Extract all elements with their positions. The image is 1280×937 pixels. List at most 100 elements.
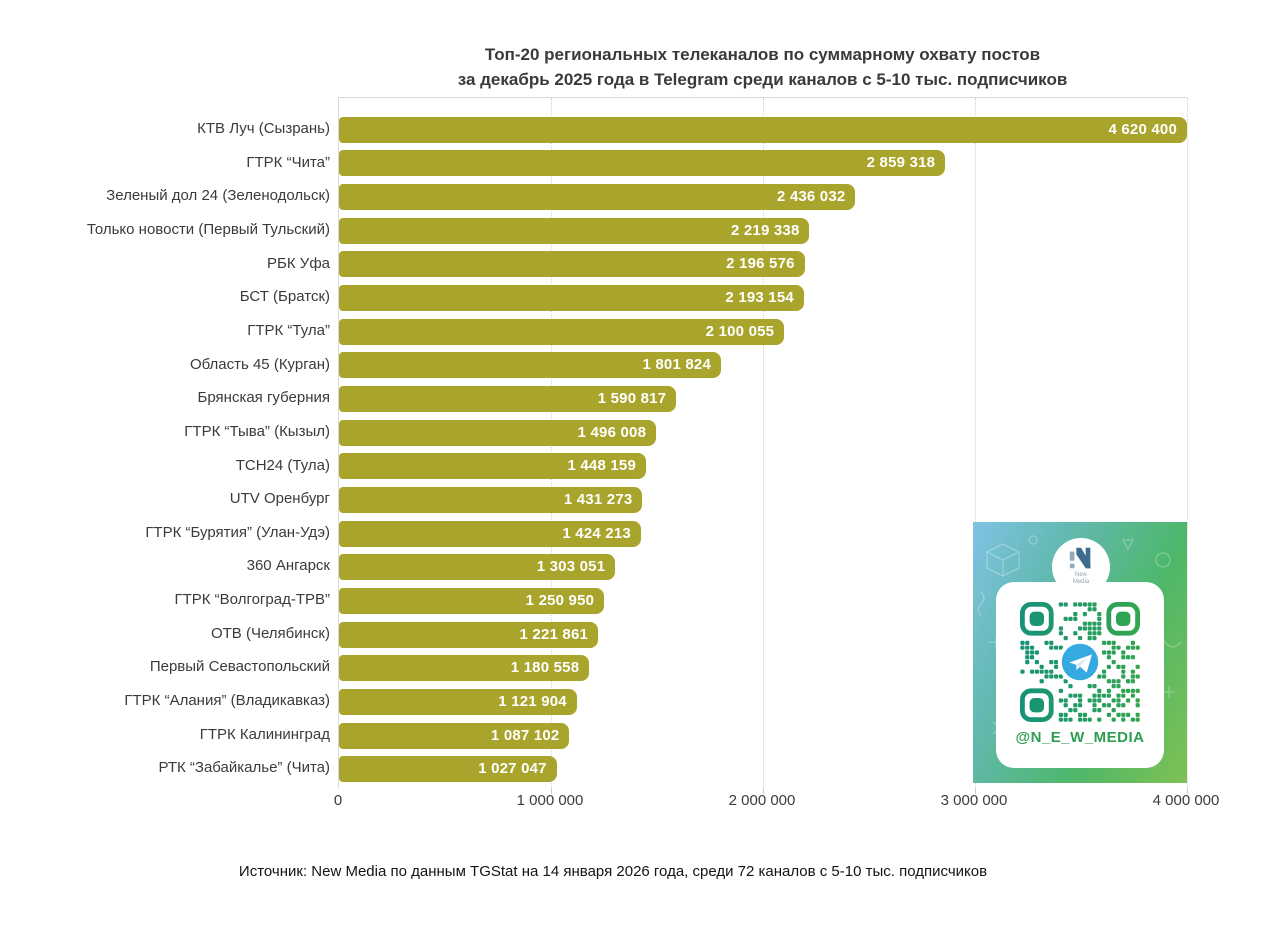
axis-tick: [763, 788, 764, 794]
category-axis: КТВ Луч (Сызрань) ГТРК “Чита” Зеленый дол …: [0, 112, 330, 785]
x-tick-label: 4 000 000: [1152, 792, 1220, 809]
bar-row: 1 424 213: [339, 517, 1187, 551]
chart-title: Топ-20 региональных телеканалов по сумма…: [338, 42, 1187, 92]
bar-row: 1 801 824: [339, 349, 1187, 383]
bar: 1 448 159: [339, 453, 646, 480]
telegram-icon: [1057, 639, 1103, 685]
bar-row: 1 250 950: [339, 584, 1187, 618]
bar: 2 196 576: [339, 251, 805, 278]
category-label: Область 45 (Курган): [189, 355, 330, 373]
bar-value-label: 1 431 273: [563, 490, 633, 508]
bar: 1 590 817: [339, 386, 677, 412]
new-media-logo-circle: New Media: [1052, 538, 1110, 596]
bar: 1 801 824: [339, 352, 721, 379]
bar-value-label: 1 180 558: [510, 659, 580, 677]
qr-code: [1020, 602, 1140, 722]
bar-row: 2 219 338: [339, 214, 1187, 248]
bar: 1 431 273: [339, 486, 643, 513]
bar: 2 193 154: [339, 285, 804, 312]
bar-value-label: 1 250 950: [525, 591, 595, 609]
promo-panel: New Media @N_E_W_MEDIA: [973, 522, 1187, 783]
bar: 1 250 950: [339, 587, 605, 614]
bar: 1 027 047: [339, 756, 557, 783]
axis-tick: [1187, 788, 1188, 794]
category-label: Зеленый дол 24 (Зеленодольск): [106, 187, 330, 205]
qr-card: @N_E_W_MEDIA: [996, 582, 1164, 768]
bar-row: 1 303 051: [339, 550, 1187, 584]
axis-tick: [975, 788, 976, 794]
category-label: ГТРК Калининград: [199, 725, 330, 743]
x-axis: 0 1 000 000 2 000 000 3 000 000 4 000 000: [334, 792, 1220, 812]
bar-value-label: 1 087 102: [490, 726, 560, 744]
category-label: БСТ (Братск): [239, 288, 330, 306]
bar-value-label: 1 027 047: [478, 760, 547, 778]
category-label: Только новости (Первый Тульский): [86, 220, 330, 238]
bar-row: 2 196 576: [339, 248, 1187, 282]
chart-title-line2: за декабрь 2025 года в Telegram среди ка…: [457, 70, 1068, 89]
bar-value-label: 2 193 154: [725, 289, 794, 307]
bar-value-label: 1 801 824: [642, 356, 711, 374]
bar-value-label: 1 221 861: [519, 625, 589, 643]
bar-value-label: 2 100 055: [705, 322, 775, 340]
bar: 1 424 213: [339, 520, 641, 547]
bar-value-label: 2 436 032: [776, 188, 846, 206]
bar: 1 221 861: [339, 621, 599, 648]
plot-area: 4 620 400 2 859 318 2 436 032 2 219 338 2 19…: [338, 97, 1188, 794]
bar-value-label: 1 496 008: [577, 423, 647, 441]
category-label: РТК “Забайкалье” (Чита): [158, 759, 330, 777]
bar: 1 303 051: [339, 554, 616, 581]
gridline: [975, 98, 976, 788]
bar-row: 1 590 817: [339, 382, 1187, 416]
category-label: ГТРК “Чита”: [246, 153, 330, 171]
category-label: ГТРК “Тыва” (Кызыл): [184, 422, 330, 440]
bar: 2 219 338: [339, 217, 810, 244]
bar: 1 087 102: [339, 722, 570, 749]
category-label: Первый Севастопольский: [149, 658, 330, 676]
category-label: 360 Ангарск: [246, 557, 330, 575]
bar: 2 100 055: [339, 318, 785, 345]
new-media-logo-icon: [1069, 547, 1091, 569]
category-label: Брянская губерния: [197, 389, 330, 407]
x-tick-label: 0: [333, 792, 343, 809]
source-note: Источник: New Media по данным TGStat на …: [238, 863, 988, 880]
category-label: ТСН24 (Тула): [235, 456, 330, 474]
bar-row: 1 087 102: [339, 719, 1187, 753]
bar-value-label: 1 303 051: [536, 558, 606, 576]
category-label: ОТВ (Челябинск): [210, 624, 330, 642]
bar: 4 620 400: [339, 116, 1187, 143]
bar-value-label: 1 424 213: [562, 524, 631, 542]
bar-value-label: 2 219 338: [730, 221, 800, 239]
category-label: ГТРК “Бурятия” (Улан-Удэ): [145, 523, 330, 541]
bar-rows: 4 620 400 2 859 318 2 436 032 2 219 338 2 19…: [339, 113, 1187, 786]
category-label: ГТРК “Тула”: [247, 321, 330, 339]
bar: 1 496 008: [339, 419, 657, 446]
bar-row: 4 620 400: [339, 113, 1187, 147]
bar-row: 1 221 861: [339, 618, 1187, 652]
bar-row: 2 859 318: [339, 147, 1187, 181]
bar-value-label: 1 121 904: [498, 692, 567, 710]
bar-row: 2 193 154: [339, 281, 1187, 315]
gridline: [763, 98, 764, 788]
bar-value-label: 4 620 400: [1108, 120, 1177, 138]
x-tick-label: 2 000 000: [728, 792, 796, 809]
bar: 2 436 032: [339, 184, 856, 211]
category-label: ГТРК “Волгоград-ТРВ”: [174, 591, 330, 609]
promo-handle: @N_E_W_MEDIA: [1015, 729, 1145, 746]
category-label: РБК Уфа: [267, 254, 330, 272]
x-tick-label: 3 000 000: [940, 792, 1008, 809]
bar-value-label: 1 448 159: [567, 457, 636, 475]
axis-tick: [551, 788, 552, 794]
bar-row: 1 121 904: [339, 685, 1187, 719]
bar-row: 1 448 159: [339, 450, 1187, 484]
bar-row: 1 496 008: [339, 416, 1187, 450]
bar-value-label: 1 590 817: [597, 390, 667, 407]
bar-row: 2 100 055: [339, 315, 1187, 349]
bar: 1 121 904: [339, 688, 577, 715]
category-label: UTV Оренбург: [229, 490, 330, 508]
gridline: [1187, 98, 1188, 788]
bar-row: 2 436 032: [339, 180, 1187, 214]
bar: 1 180 558: [339, 655, 590, 682]
bar: 2 859 318: [339, 150, 946, 177]
chart-title-line1: Топ-20 региональных телеканалов по сумма…: [484, 45, 1041, 64]
